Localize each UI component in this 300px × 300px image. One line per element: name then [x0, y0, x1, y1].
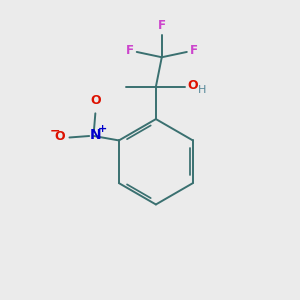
Text: H: H [198, 85, 206, 95]
Text: O: O [90, 94, 101, 107]
Text: F: F [158, 19, 166, 32]
Text: N: N [89, 128, 101, 142]
Text: O: O [55, 130, 65, 143]
Text: O: O [187, 79, 198, 92]
Text: F: F [126, 44, 134, 57]
Text: −: − [50, 124, 61, 137]
Text: F: F [190, 44, 198, 57]
Text: +: + [98, 124, 107, 134]
